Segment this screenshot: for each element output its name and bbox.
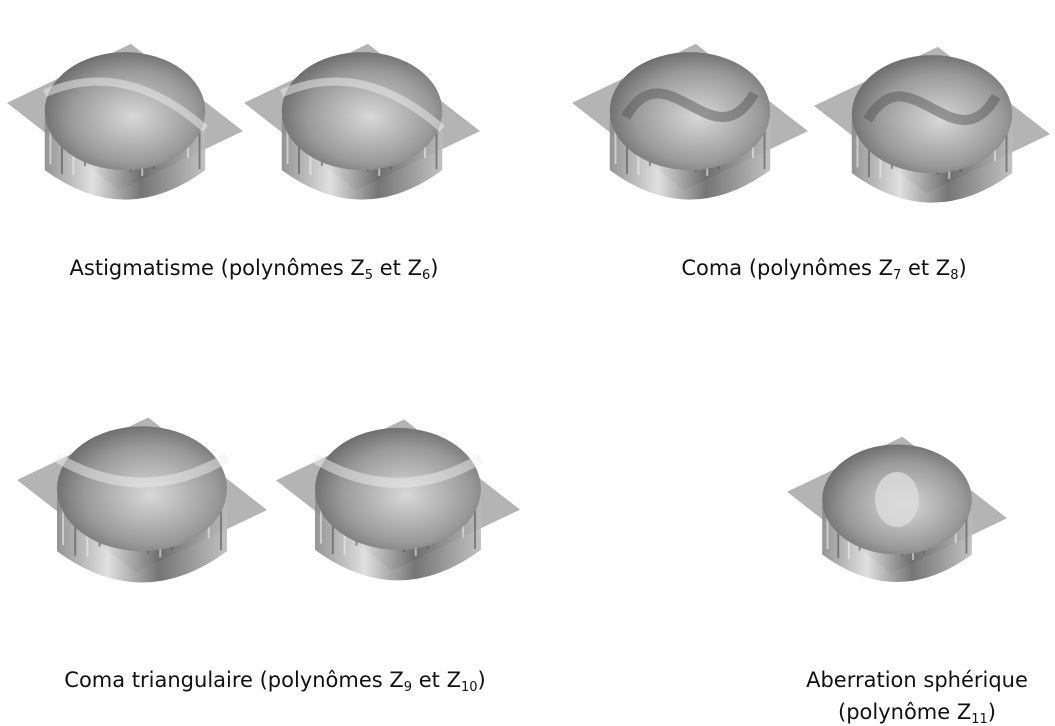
surface-ridge [312,454,484,488]
figure-caption: Coma (polynômes Z7 et Z8) [524,252,1055,284]
figure-caption: Coma triangulaire (polynômes Z9 et Z10) [0,664,575,696]
figure-caption: Astigmatisme (polynômes Z5 et Z6) [0,252,554,284]
caption-text: Coma triangulaire (polynômes Z [64,668,404,692]
subscript: 6 [421,268,431,283]
surface-ridge [43,77,208,132]
caption-text: Astigmatisme (polynômes Z [69,256,365,280]
figure-caption: Aberration sphérique (polynôme Z11) [617,664,1055,726]
caption-text: et Z [373,256,422,280]
surface-ridge [863,91,1001,125]
surface-ridge [54,453,230,488]
surface [315,427,481,550]
subscript: 11 [971,712,988,726]
surface-ridge [621,88,759,122]
caption-text: ) [958,256,967,280]
subscript: 10 [460,680,478,695]
surface-peak [875,472,919,527]
subscript: 8 [950,268,959,283]
surface [609,52,771,171]
subscript: 7 [893,268,902,283]
caption-text: (polynôme Z [838,700,972,724]
caption-text: ) [477,668,486,692]
caption-text: ) [430,256,439,280]
subscript: 5 [364,268,374,283]
surface [851,55,1013,174]
caption-text: Aberration sphérique [806,668,1028,692]
caption-text: et Z [412,668,461,692]
surface-ridge [280,77,445,132]
subscript: 9 [403,680,413,695]
caption-text: Coma (polynômes Z [681,256,894,280]
surface [57,426,227,552]
caption-text: ) [987,700,996,724]
caption-text: et Z [901,256,951,280]
